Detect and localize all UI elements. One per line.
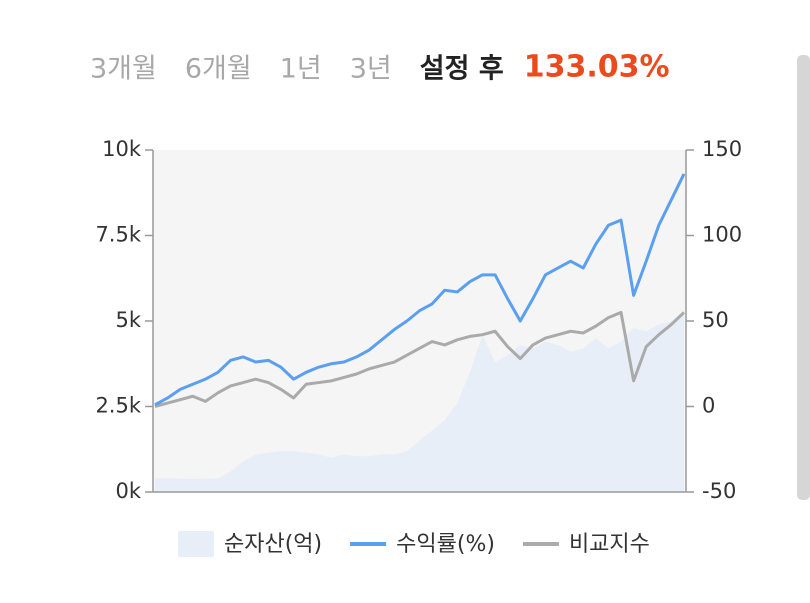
period-tab[interactable]: 3년 — [350, 54, 392, 85]
period-tab[interactable]: 6개월 — [185, 54, 252, 85]
y2-tick-label: 50 — [702, 308, 729, 332]
line — [154, 310, 686, 408]
y-tick-label: 5k — [115, 308, 141, 332]
period-tab[interactable]: 3개월 — [90, 54, 157, 85]
line — [154, 173, 686, 407]
y-tick-label: 2.5k — [95, 394, 141, 418]
area — [155, 310, 684, 492]
y2-tick-label: 100 — [702, 223, 742, 247]
period-tab[interactable]: 설정 후 — [420, 54, 504, 85]
y2-tick-label: 0 — [702, 394, 715, 418]
legend-swatch — [178, 531, 214, 557]
y2-tick-label: 150 — [702, 137, 742, 161]
return-value: 133.03% — [524, 50, 670, 85]
y-tick-label: 7.5k — [95, 223, 141, 247]
legend-label[interactable]: 비교지수 — [569, 532, 650, 557]
legend-label[interactable]: 수익률(%) — [396, 532, 495, 557]
y2-tick-label: -50 — [702, 479, 736, 503]
scrollbar — [797, 55, 810, 500]
period-tab[interactable]: 1년 — [280, 54, 322, 85]
legend-label[interactable]: 순자산(억) — [224, 532, 322, 557]
y-tick-label: 0k — [115, 479, 141, 503]
y-tick-label: 10k — [102, 137, 142, 161]
